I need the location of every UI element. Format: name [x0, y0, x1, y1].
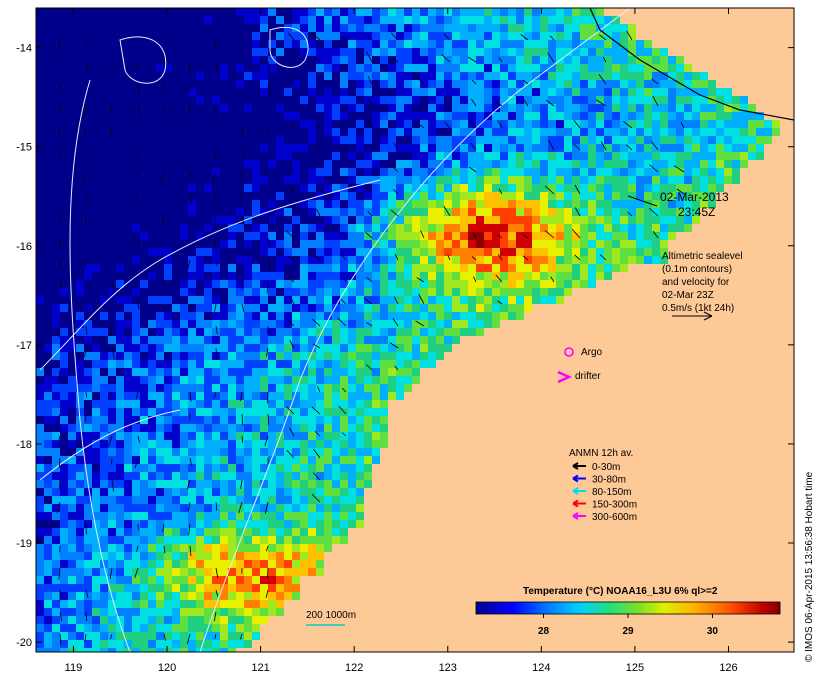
- temperature-colorbar: Temperature (°C) NOAA16_L3U 6% ql>=2 28 2…: [475, 586, 781, 637]
- legend-arrowhead-icon: [572, 462, 579, 470]
- altimetry-line-3: 02-Mar 23Z: [662, 290, 714, 301]
- lon-tick-label: 124: [532, 662, 550, 674]
- sealevel-contours: [39, 8, 631, 652]
- legend-item: 150-300m: [572, 499, 637, 511]
- lat-tick-label: -20: [16, 637, 32, 649]
- latitude-axis: -14 -15 -16 -17 -18 -19 -20: [16, 43, 794, 649]
- altimetry-line-0: Altimetric sealevel: [662, 251, 743, 262]
- colorbar-tick-label: 30: [707, 626, 719, 637]
- legend-item: 0-30m: [572, 462, 620, 473]
- legend-item-label: 0-30m: [592, 462, 620, 473]
- scale-label: 200 1000m: [306, 610, 356, 621]
- lat-tick-label: -15: [16, 142, 32, 154]
- drifter-label: drifter: [575, 371, 601, 382]
- velocity-arrows: [56, 30, 685, 646]
- colorbar-title: Temperature (°C) NOAA16_L3U 6% ql>=2: [523, 586, 718, 597]
- legend-arrowhead-icon: [572, 474, 579, 483]
- lat-tick-label: -14: [16, 43, 32, 55]
- legend-item-label: 150-300m: [592, 500, 637, 511]
- altimetry-line-4: 0.5m/s (1kt 24h): [662, 303, 734, 314]
- lon-tick-label: 126: [719, 662, 737, 674]
- legend-item: 30-80m: [572, 474, 626, 486]
- altimetry-note: Altimetric sealevel (0.1m contours) and …: [662, 251, 743, 321]
- lon-tick-label: 122: [345, 662, 363, 674]
- lat-tick-label: -17: [16, 340, 32, 352]
- sealevel-contour-line: [119, 36, 167, 84]
- longitude-axis: 119 120 121 122 123 124 125 126: [65, 8, 738, 674]
- datetime-line2: 23:45Z: [678, 205, 715, 219]
- datetime-line1: 02-Mar-2013: [660, 190, 729, 204]
- lon-tick-label: 120: [158, 662, 176, 674]
- sealevel-contour-line: [69, 79, 131, 652]
- altimetry-line-1: (0.1m contours): [662, 264, 732, 275]
- argo-label: Argo: [581, 347, 603, 358]
- legend-title: ANMN 12h av.: [569, 448, 633, 459]
- map-plot-area: [36, 8, 794, 652]
- coastline: [589, 8, 794, 121]
- legend-item: 300-600m: [572, 512, 637, 523]
- legend-item-label: 300-600m: [592, 512, 637, 523]
- altimetry-line-2: and velocity for: [662, 277, 730, 288]
- legend-arrowhead-icon: [572, 512, 579, 520]
- legend-item: 80-150m: [572, 487, 631, 498]
- legend-item-label: 80-150m: [592, 487, 631, 498]
- velocity-scale-arrowhead: [703, 311, 713, 321]
- sealevel-contour-line: [39, 409, 181, 481]
- lon-tick-label: 125: [626, 662, 644, 674]
- legend-arrowhead-icon: [572, 487, 579, 495]
- sst-pixel-layer: [36, 8, 780, 652]
- lat-tick-label: -19: [16, 538, 32, 550]
- sealevel-contour-line: [39, 179, 381, 371]
- colorbar-tick-label: 28: [538, 626, 550, 637]
- colorbar-gradient: [475, 601, 781, 615]
- argo-marker: [564, 347, 574, 357]
- legend-arrowhead-icon: [572, 499, 579, 508]
- drifter-marker: [557, 370, 573, 384]
- lat-tick-label: -16: [16, 241, 32, 253]
- plot-frame: [35, 7, 795, 653]
- lat-tick-label: -18: [16, 439, 32, 451]
- sealevel-contour-line: [269, 26, 309, 68]
- lon-tick-label: 119: [65, 662, 83, 674]
- legend-item-label: 30-80m: [592, 475, 626, 486]
- colorbar-tick-label: 29: [622, 626, 634, 637]
- datetime-pointer: [627, 195, 658, 207]
- credit-text: © IMOS 06-Apr-2015 13:56:38 Hobart time: [804, 471, 815, 662]
- lon-tick-label: 123: [439, 662, 457, 674]
- sealevel-contour-line: [199, 8, 631, 652]
- lon-tick-label: 121: [251, 662, 269, 674]
